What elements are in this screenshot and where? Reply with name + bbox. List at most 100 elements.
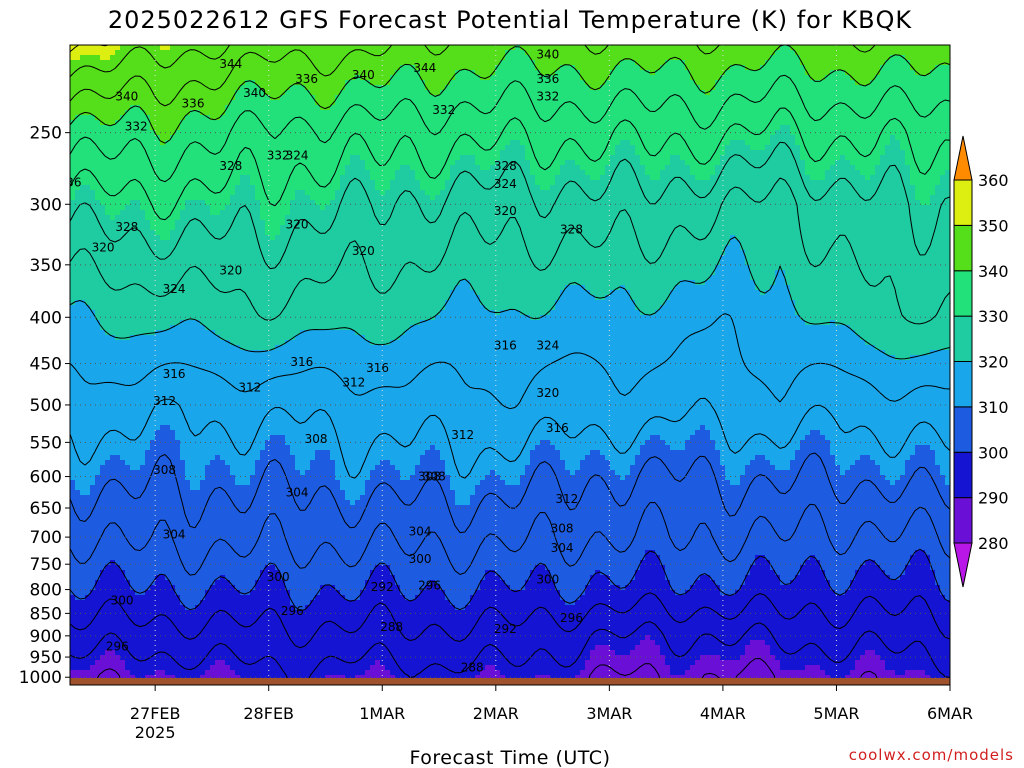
contour-cell [585,85,591,176]
contour-cell [825,170,831,326]
contour-cell [790,135,796,301]
contour-cell [255,45,261,86]
contour-cell [295,610,301,685]
colorbar-label: 360 [978,171,1009,190]
contour-cell [905,165,911,361]
contour-cell [795,55,801,146]
contour-cell [530,450,536,571]
contour-cell [875,165,881,351]
contour-cell [85,305,91,496]
contour-cell [400,480,406,596]
contour-cell [405,65,411,166]
contour-cell [520,45,526,51]
contour-cell [305,195,311,331]
colorbar-label: 330 [978,307,1009,326]
contour-cell [75,190,81,301]
contour-cell [825,440,831,581]
colorbar-max-arrow [953,135,973,181]
contour-cell [460,505,466,611]
contour-cell [770,655,776,685]
contour-cell [155,670,161,685]
contour-cell [790,580,796,671]
contour-cell [360,590,366,676]
contour-cell [90,115,96,191]
contour-cell [100,205,106,331]
contour-cell [770,465,776,571]
contour-cell [240,85,246,176]
contour-cell [900,575,906,676]
contour-cell [260,450,266,571]
contour-cell [490,310,496,471]
contour-cell [485,570,491,666]
contour-cell [210,460,216,586]
contour-cell [75,45,81,61]
contour-cell [165,580,171,676]
contour-cell [835,325,841,466]
contour-cell [540,45,546,76]
contour-cell [440,590,446,685]
contour-label: 308 [305,432,328,446]
contour-cell [925,75,931,206]
contour-cell [480,80,486,171]
colorbar-label: 350 [978,216,1009,235]
contour-cell [125,110,131,206]
contour-cell [185,320,191,481]
contour-cell [290,200,296,341]
contour-cell [560,290,566,461]
contour-cell [135,45,141,106]
contour-cell [290,340,296,456]
contour-cell [870,45,876,81]
contour-cell [320,45,326,111]
contour-cell [640,560,646,641]
contour-cell [565,45,571,66]
contour-cell [570,65,576,161]
contour-cell [745,575,751,646]
contour-cell [765,60,771,146]
contour-cell [85,670,91,685]
contour-label: 320 [352,244,375,258]
contour-cell [155,430,161,576]
contour-cell [250,80,256,186]
contour-cell [95,45,101,56]
contour-cell [615,65,621,146]
contour-cell [385,565,391,671]
contour-cell [890,355,896,486]
contour-cell [690,45,696,81]
contour-cell [885,145,891,356]
contour-cell [335,95,341,191]
contour-cell [485,475,491,571]
contour-cell [770,285,776,466]
contour-cell [725,480,731,596]
contour-cell [680,280,686,451]
contour-cell [495,65,501,161]
contour-cell [850,45,856,81]
contour-cell [430,580,436,685]
contour-cell [220,660,226,685]
contour-cell [235,590,241,676]
contour-cell [235,185,241,346]
contour-cell [80,670,86,685]
contour-cell [115,340,121,456]
contour-cell [75,115,81,191]
contour-cell [735,140,741,241]
contour-cell [115,50,121,121]
contour-cell [440,90,446,191]
contour-cell [785,670,791,685]
contour-cell [625,585,631,656]
contour-cell [745,45,751,71]
contour-cell [335,45,341,96]
contour-cell [295,190,301,336]
contour-cell [820,45,826,81]
contour-cell [705,430,711,576]
contour-cell [625,140,631,291]
contour-cell [565,160,571,286]
contour-cell [420,590,426,685]
contour-cell [945,350,950,486]
contour-cell [780,470,786,586]
contour-cell [750,280,756,461]
contour-cell [105,460,111,566]
contour-cell [250,590,256,685]
contour-cell [75,600,81,671]
contour-cell [890,670,896,685]
contour-cell [145,675,151,681]
